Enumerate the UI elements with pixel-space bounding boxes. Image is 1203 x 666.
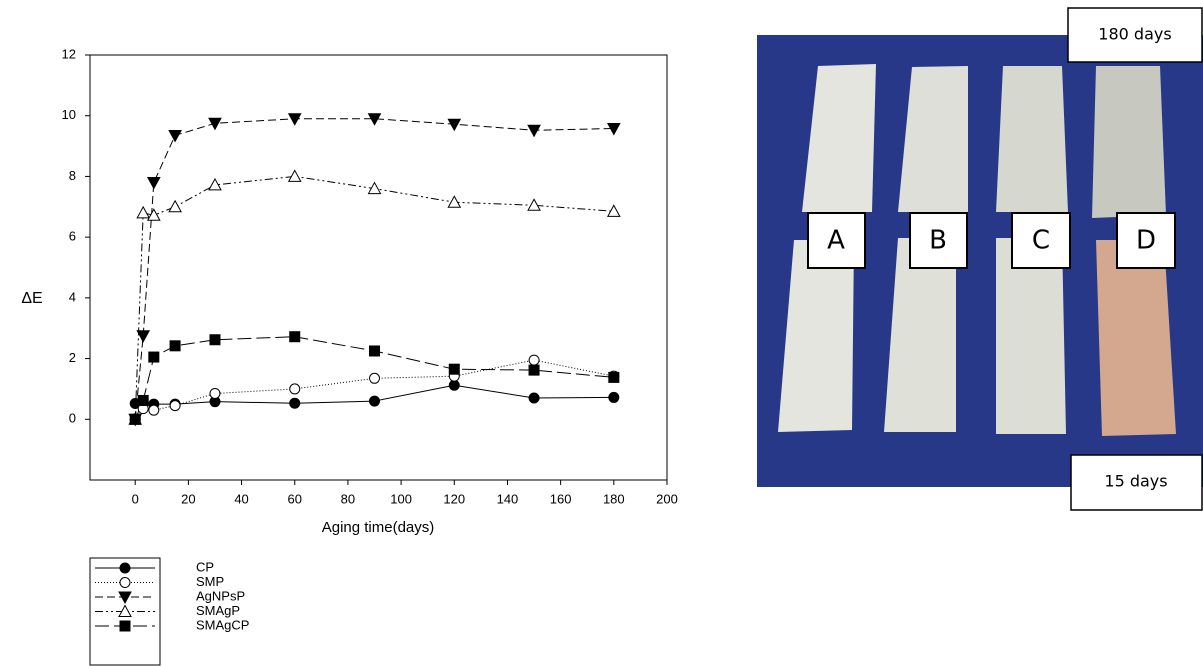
x-tick-label: 60 xyxy=(288,491,302,506)
marker xyxy=(449,380,459,390)
marker xyxy=(148,178,160,189)
marker xyxy=(169,201,181,212)
marker xyxy=(149,405,159,415)
marker xyxy=(149,352,159,362)
marker xyxy=(290,398,300,408)
x-tick-label: 200 xyxy=(656,491,678,506)
x-tick-label: 40 xyxy=(234,491,248,506)
marker xyxy=(137,331,149,342)
y-tick-label: 0 xyxy=(69,411,76,426)
x-tick-label: 180 xyxy=(603,491,625,506)
x-tick-label: 140 xyxy=(497,491,519,506)
marker xyxy=(289,170,301,181)
marker xyxy=(210,388,220,398)
photo: 180 days 15 days A B C D xyxy=(757,8,1203,510)
legend-label: SMAgCP xyxy=(196,617,249,632)
y-tick-label: 2 xyxy=(69,350,76,365)
x-axis-label: Aging time(days) xyxy=(322,519,435,536)
marker xyxy=(209,118,221,129)
strip xyxy=(996,66,1068,212)
marker xyxy=(170,341,180,351)
marker xyxy=(137,207,149,218)
x-tick-label: 160 xyxy=(550,491,572,506)
marker xyxy=(370,373,380,383)
y-tick-label: 4 xyxy=(69,289,76,304)
legend-label: AgNPsP xyxy=(196,588,245,603)
marker xyxy=(290,332,300,342)
marker xyxy=(448,119,460,130)
marker xyxy=(370,346,380,356)
sample-label: D xyxy=(1136,226,1156,256)
sample-label: A xyxy=(827,226,845,256)
marker xyxy=(138,395,148,405)
marker xyxy=(370,396,380,406)
y-tick-label: 10 xyxy=(62,107,76,122)
marker xyxy=(528,125,540,136)
x-tick-label: 20 xyxy=(181,491,195,506)
marker xyxy=(529,393,539,403)
marker xyxy=(609,392,619,402)
figure: 180 days 15 days A B C D Aging time(days… xyxy=(0,0,1203,666)
top-label: 180 days xyxy=(1098,25,1171,44)
legend-label: SMAgP xyxy=(196,603,240,618)
marker xyxy=(120,563,130,573)
marker xyxy=(120,621,130,631)
x-tick-label: 0 xyxy=(132,491,139,506)
marker xyxy=(529,365,539,375)
marker xyxy=(448,196,460,207)
sample-label: C xyxy=(1032,226,1050,256)
marker xyxy=(529,355,539,365)
marker xyxy=(609,372,619,382)
strip xyxy=(1096,240,1176,436)
marker xyxy=(170,401,180,411)
x-tick-label: 80 xyxy=(341,491,355,506)
strip xyxy=(1092,66,1166,218)
x-tick-label: 100 xyxy=(390,491,412,506)
y-tick-label: 12 xyxy=(62,46,76,61)
sample-label: B xyxy=(929,226,947,256)
y-axis-label: ΔE xyxy=(21,290,42,307)
marker xyxy=(210,335,220,345)
x-tick-label: 120 xyxy=(443,491,465,506)
marker xyxy=(169,130,181,141)
page: {"chart_data": {"type": "line", "xlabel"… xyxy=(0,0,1203,666)
legend-label: CP xyxy=(196,559,214,574)
marker xyxy=(130,414,140,424)
marker xyxy=(528,199,540,210)
y-tick-label: 6 xyxy=(69,229,76,244)
series-line xyxy=(135,360,614,419)
legend-label: SMP xyxy=(196,574,224,589)
marker xyxy=(120,578,130,588)
y-tick-label: 8 xyxy=(69,168,76,183)
marker xyxy=(290,384,300,394)
bottom-label: 15 days xyxy=(1104,472,1167,491)
marker xyxy=(449,364,459,374)
